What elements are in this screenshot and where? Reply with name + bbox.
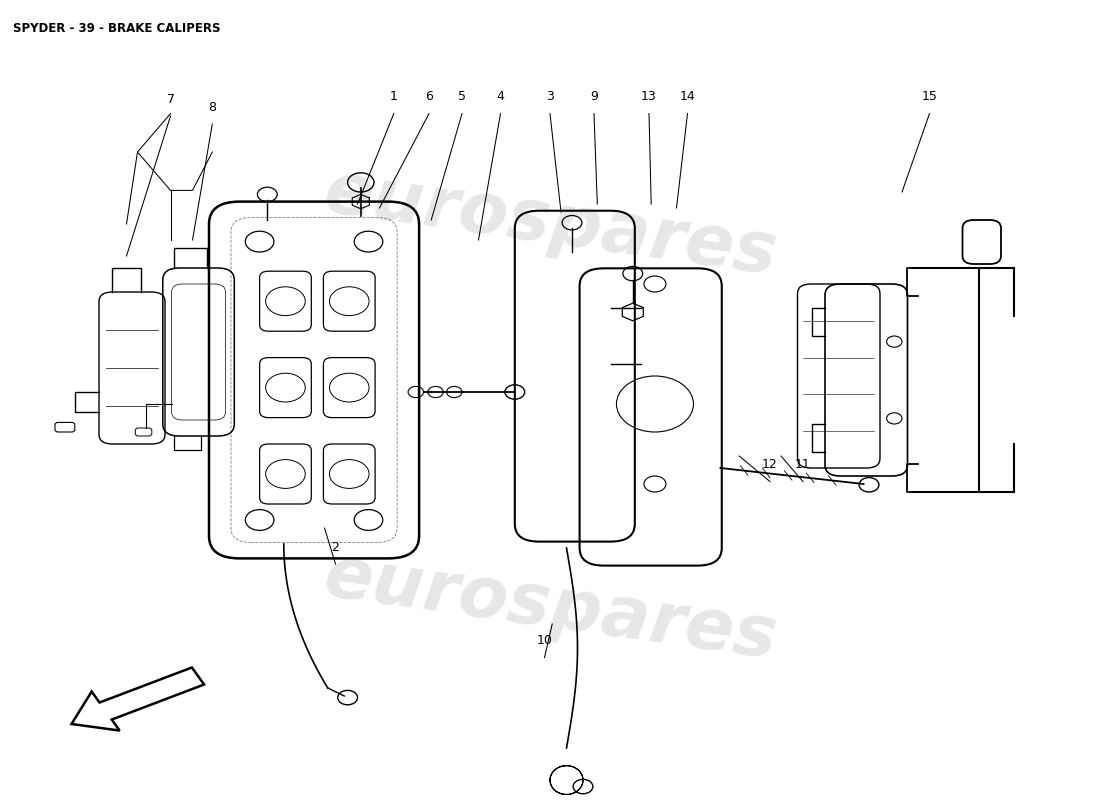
Text: 14: 14	[680, 90, 695, 103]
Text: eurospares: eurospares	[319, 542, 781, 674]
FancyArrow shape	[72, 667, 205, 730]
Text: 7: 7	[166, 93, 175, 106]
Text: eurospares: eurospares	[319, 158, 781, 290]
Text: 12: 12	[762, 458, 778, 471]
Text: 3: 3	[546, 90, 554, 103]
Text: 5: 5	[458, 90, 466, 103]
Text: 10: 10	[537, 634, 552, 647]
Text: 1: 1	[389, 90, 398, 103]
Text: 13: 13	[641, 90, 657, 103]
Text: 11: 11	[795, 458, 811, 471]
Text: 8: 8	[208, 101, 217, 114]
Text: 9: 9	[590, 90, 598, 103]
Text: 4: 4	[496, 90, 505, 103]
Text: 6: 6	[425, 90, 433, 103]
Text: SPYDER - 39 - BRAKE CALIPERS: SPYDER - 39 - BRAKE CALIPERS	[13, 22, 221, 35]
Text: 2: 2	[331, 541, 340, 554]
Text: 15: 15	[922, 90, 937, 103]
